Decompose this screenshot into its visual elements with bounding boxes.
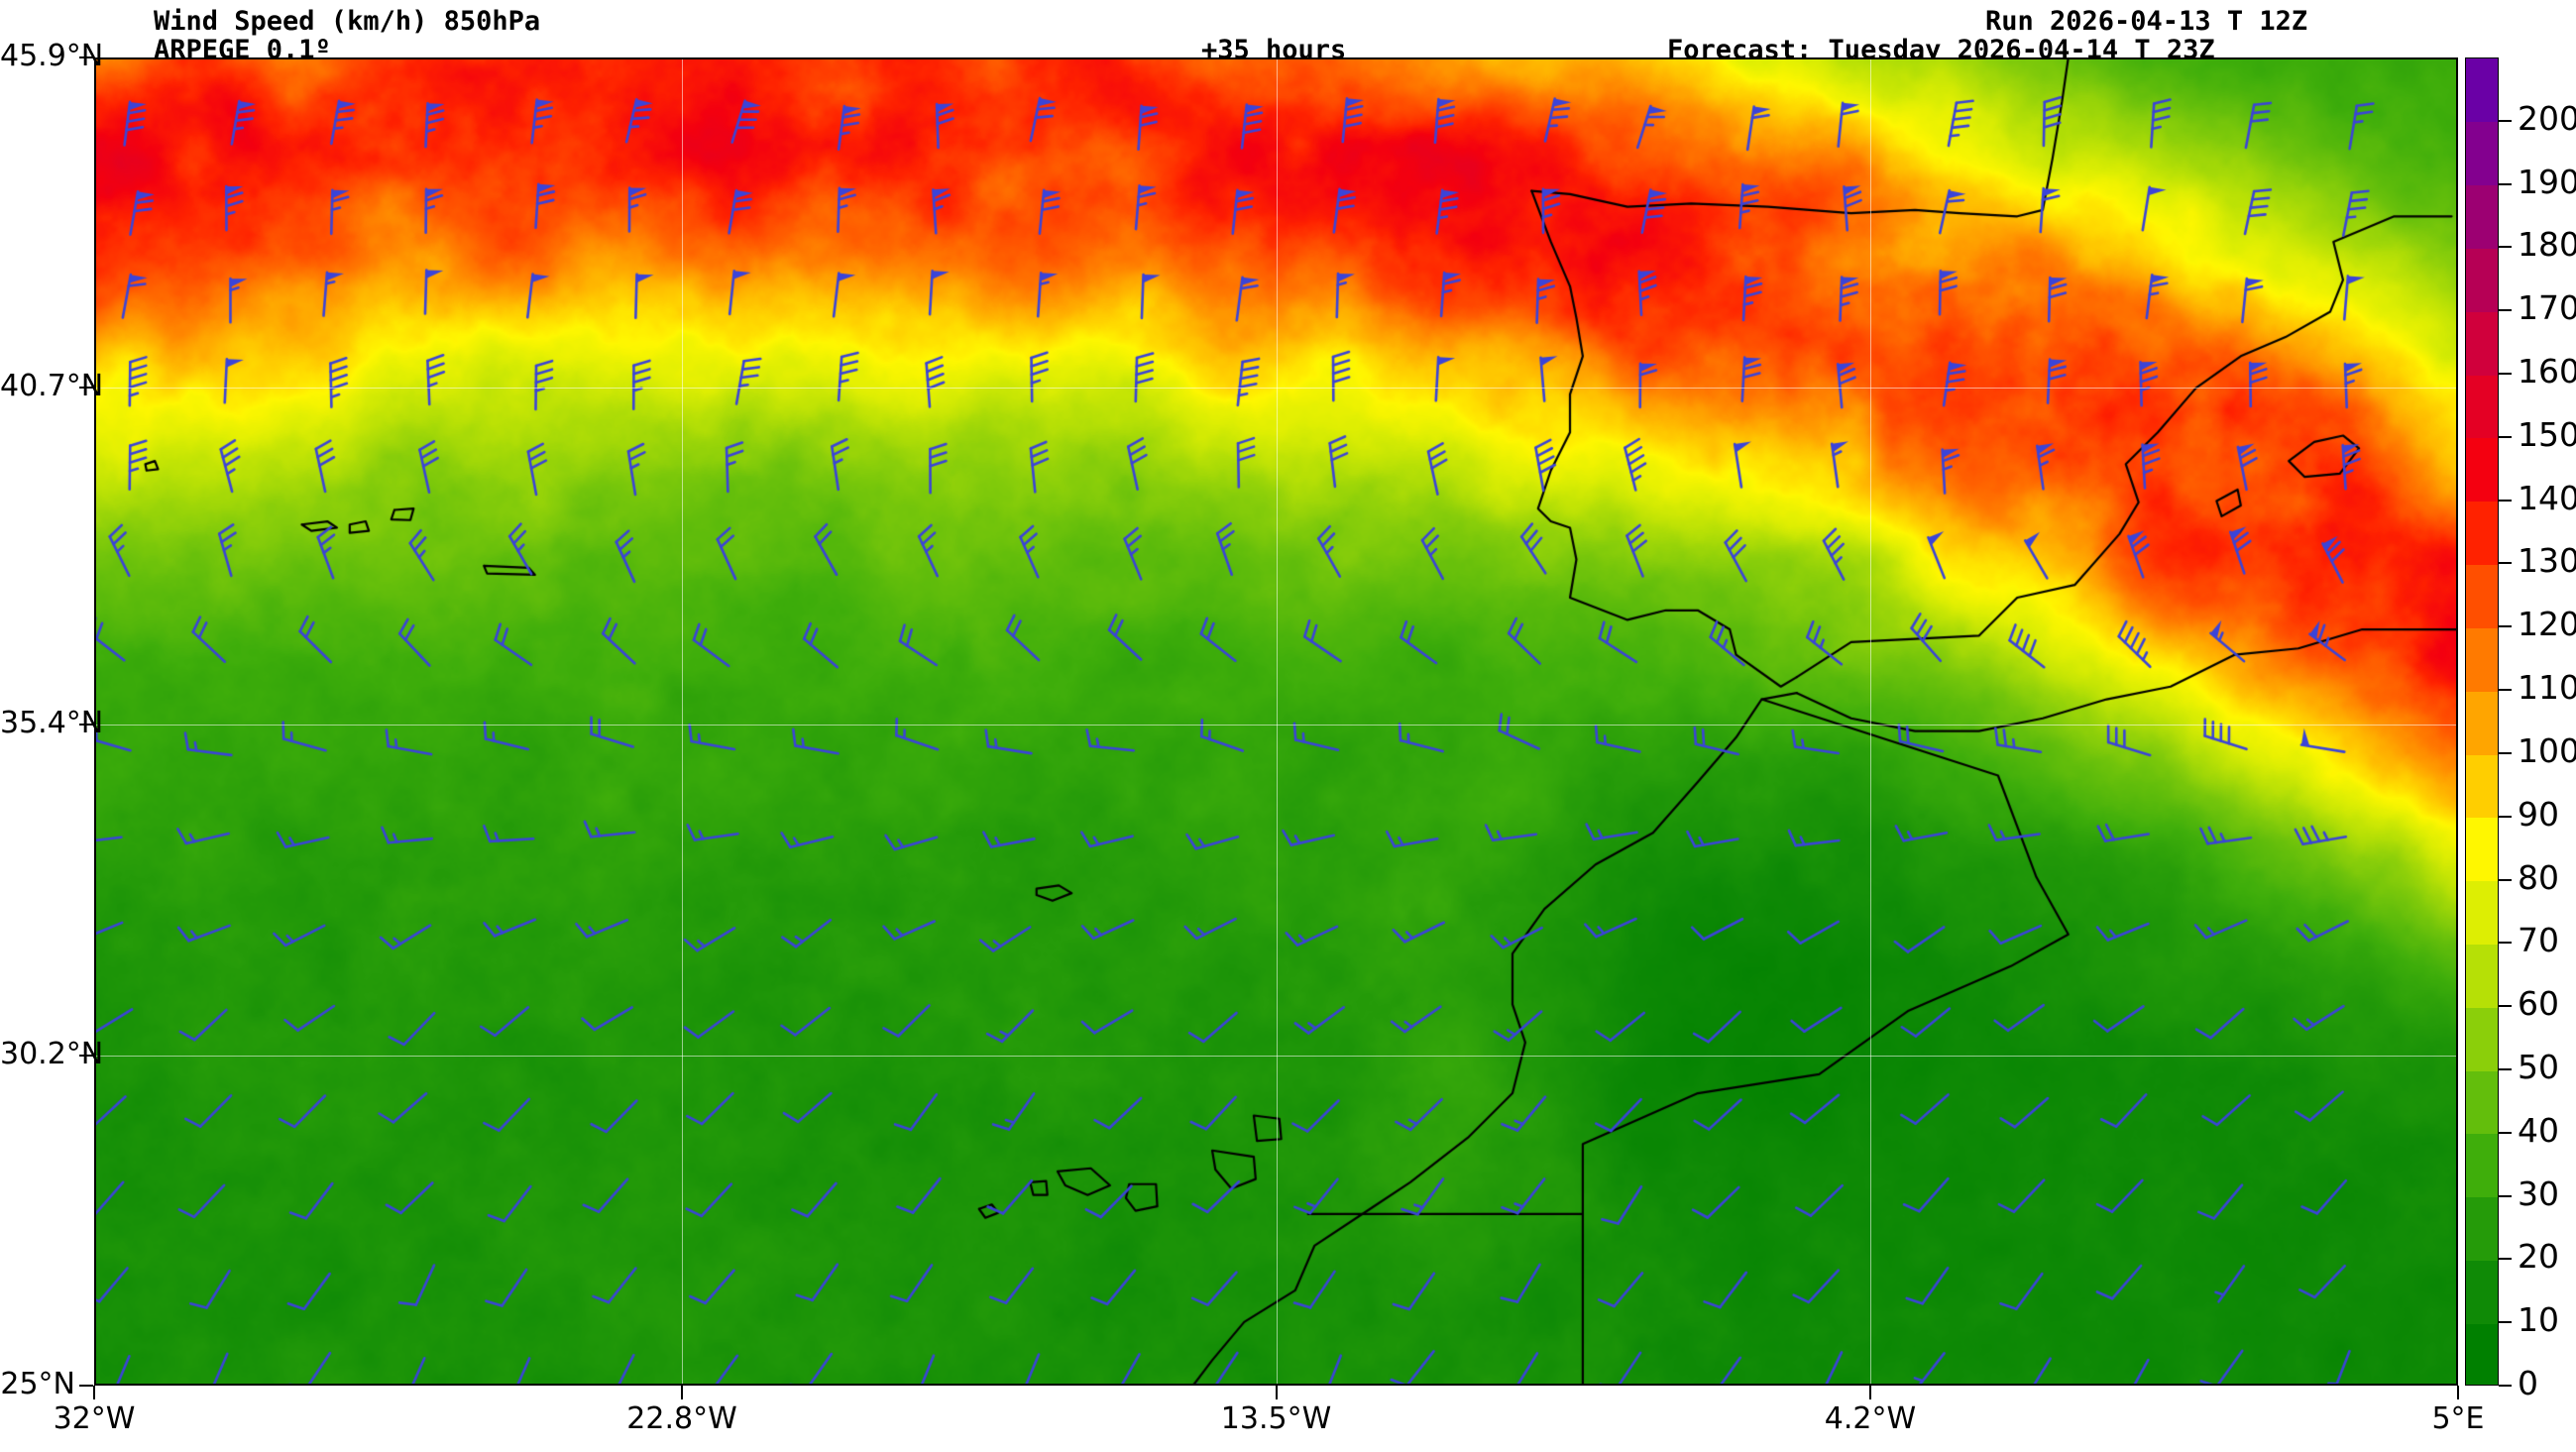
colorbar-label: 20 [2518,1237,2559,1277]
colorbar-segment [2466,1007,2498,1071]
colorbar-label: 200 [2518,98,2576,138]
x-axis-tick [1275,1386,1278,1399]
colorbar-tick [2499,1005,2512,1008]
graticule-meridian [1276,57,1278,1386]
colorbar-label: 60 [2518,984,2559,1024]
x-axis-label: 22.8°W [626,1401,737,1436]
colorbar-segment [2466,691,2498,755]
y-axis-label: 45.9°N [0,39,104,73]
page-title: Wind Speed (km/h) 850hPa [154,6,541,37]
colorbar-label: 10 [2518,1300,2559,1340]
colorbar-label: 190 [2518,162,2576,201]
y-axis-tick [79,724,93,726]
graticule-parallel [94,1055,2458,1057]
colorbar-label: 0 [2518,1364,2538,1402]
colorbar-label: 150 [2518,414,2576,454]
colorbar-tick [2499,689,2512,692]
colorbar-segment [2466,1069,2498,1135]
weather-map-plot[interactable] [94,57,2458,1386]
colorbar-tick [2499,373,2512,376]
colorbar-tick [2499,1067,2512,1070]
colorbar-segment [2466,1323,2498,1385]
graticule-parallel [94,388,2458,390]
y-axis-label: 35.4°N [0,706,104,741]
colorbar-segment [2466,437,2498,503]
map-header: Wind Speed (km/h) 850hPa ARPEGE 0.1º +35… [0,0,2576,65]
y-axis-tick [79,56,93,58]
colorbar-segment [2466,880,2498,945]
colorbar-tick [2499,182,2512,185]
colorbar-tick [2499,309,2512,312]
x-axis-tick [93,1386,95,1399]
colorbar-segment [2466,58,2498,123]
colorbar-tick [2499,1258,2512,1261]
colorbar-label: 130 [2518,541,2576,581]
y-axis-label: 40.7°N [0,369,104,404]
colorbar-tick [2499,878,2512,881]
colorbar-tick [2499,1131,2512,1134]
x-axis-tick [1868,1386,1871,1399]
graticule-meridian [1869,57,1871,1386]
colorbar-segment [2466,311,2498,376]
colorbar-label: 50 [2518,1047,2559,1086]
colorbar-segment [2466,1260,2498,1324]
x-axis-label: 5°E [2431,1401,2485,1436]
y-axis-tick [79,1054,93,1057]
colorbar-segment [2466,817,2498,882]
colorbar-segment [2466,1133,2498,1198]
colorbar-tick [2499,562,2512,565]
colorbar-label: 120 [2518,605,2576,644]
colorbar-label: 100 [2518,730,2576,770]
colorbar-label: 160 [2518,352,2576,391]
colorbar-tick [2499,751,2512,754]
colorbar-tick [2499,1385,2512,1387]
y-axis-label: 30.2°N [0,1036,104,1071]
run-timestamp-label: Run 2026-04-13 T 12Z [1985,6,2308,37]
x-axis-tick [2457,1386,2459,1399]
colorbar-segment [2466,375,2498,439]
colorbar-segment [2466,1196,2498,1261]
colorbar-segment [2466,564,2498,628]
colorbar-tick [2499,815,2512,818]
x-axis-label: 13.5°W [1220,1401,1332,1436]
colorbar-segment [2466,627,2498,692]
graticule-parallel [94,725,2458,726]
colorbar-label: 70 [2518,921,2559,960]
x-axis-label: 32°W [53,1401,136,1436]
y-axis-label: 25°N [0,1367,75,1401]
colorbar-label: 40 [2518,1110,2559,1150]
y-axis-tick [79,387,93,390]
colorbar-segment [2466,501,2498,566]
colorbar-label: 90 [2518,794,2559,834]
colorbar-label: 30 [2518,1173,2559,1213]
colorbar-tick [2499,942,2512,945]
y-axis-tick [79,1385,93,1387]
colorbar-segment [2466,753,2498,819]
colorbar-label: 80 [2518,857,2559,897]
colorbar-segment [2466,184,2498,250]
colorbar-segment [2466,944,2498,1008]
colorbar [2465,57,2499,1386]
colorbar-tick [2499,246,2512,249]
colorbar-tick [2499,625,2512,628]
colorbar-label: 110 [2518,668,2576,708]
colorbar-tick [2499,499,2512,502]
graticule-meridian [682,57,684,1386]
colorbar-segment [2466,248,2498,312]
colorbar-tick [2499,1194,2512,1197]
colorbar-label: 180 [2518,225,2576,265]
colorbar-segment [2466,121,2498,186]
colorbar-label: 170 [2518,288,2576,328]
x-axis-tick [681,1386,684,1399]
colorbar-tick [2499,435,2512,438]
colorbar-tick [2499,119,2512,122]
colorbar-label: 140 [2518,478,2576,517]
colorbar-tick [2499,1321,2512,1324]
x-axis-label: 4.2°W [1824,1401,1917,1436]
